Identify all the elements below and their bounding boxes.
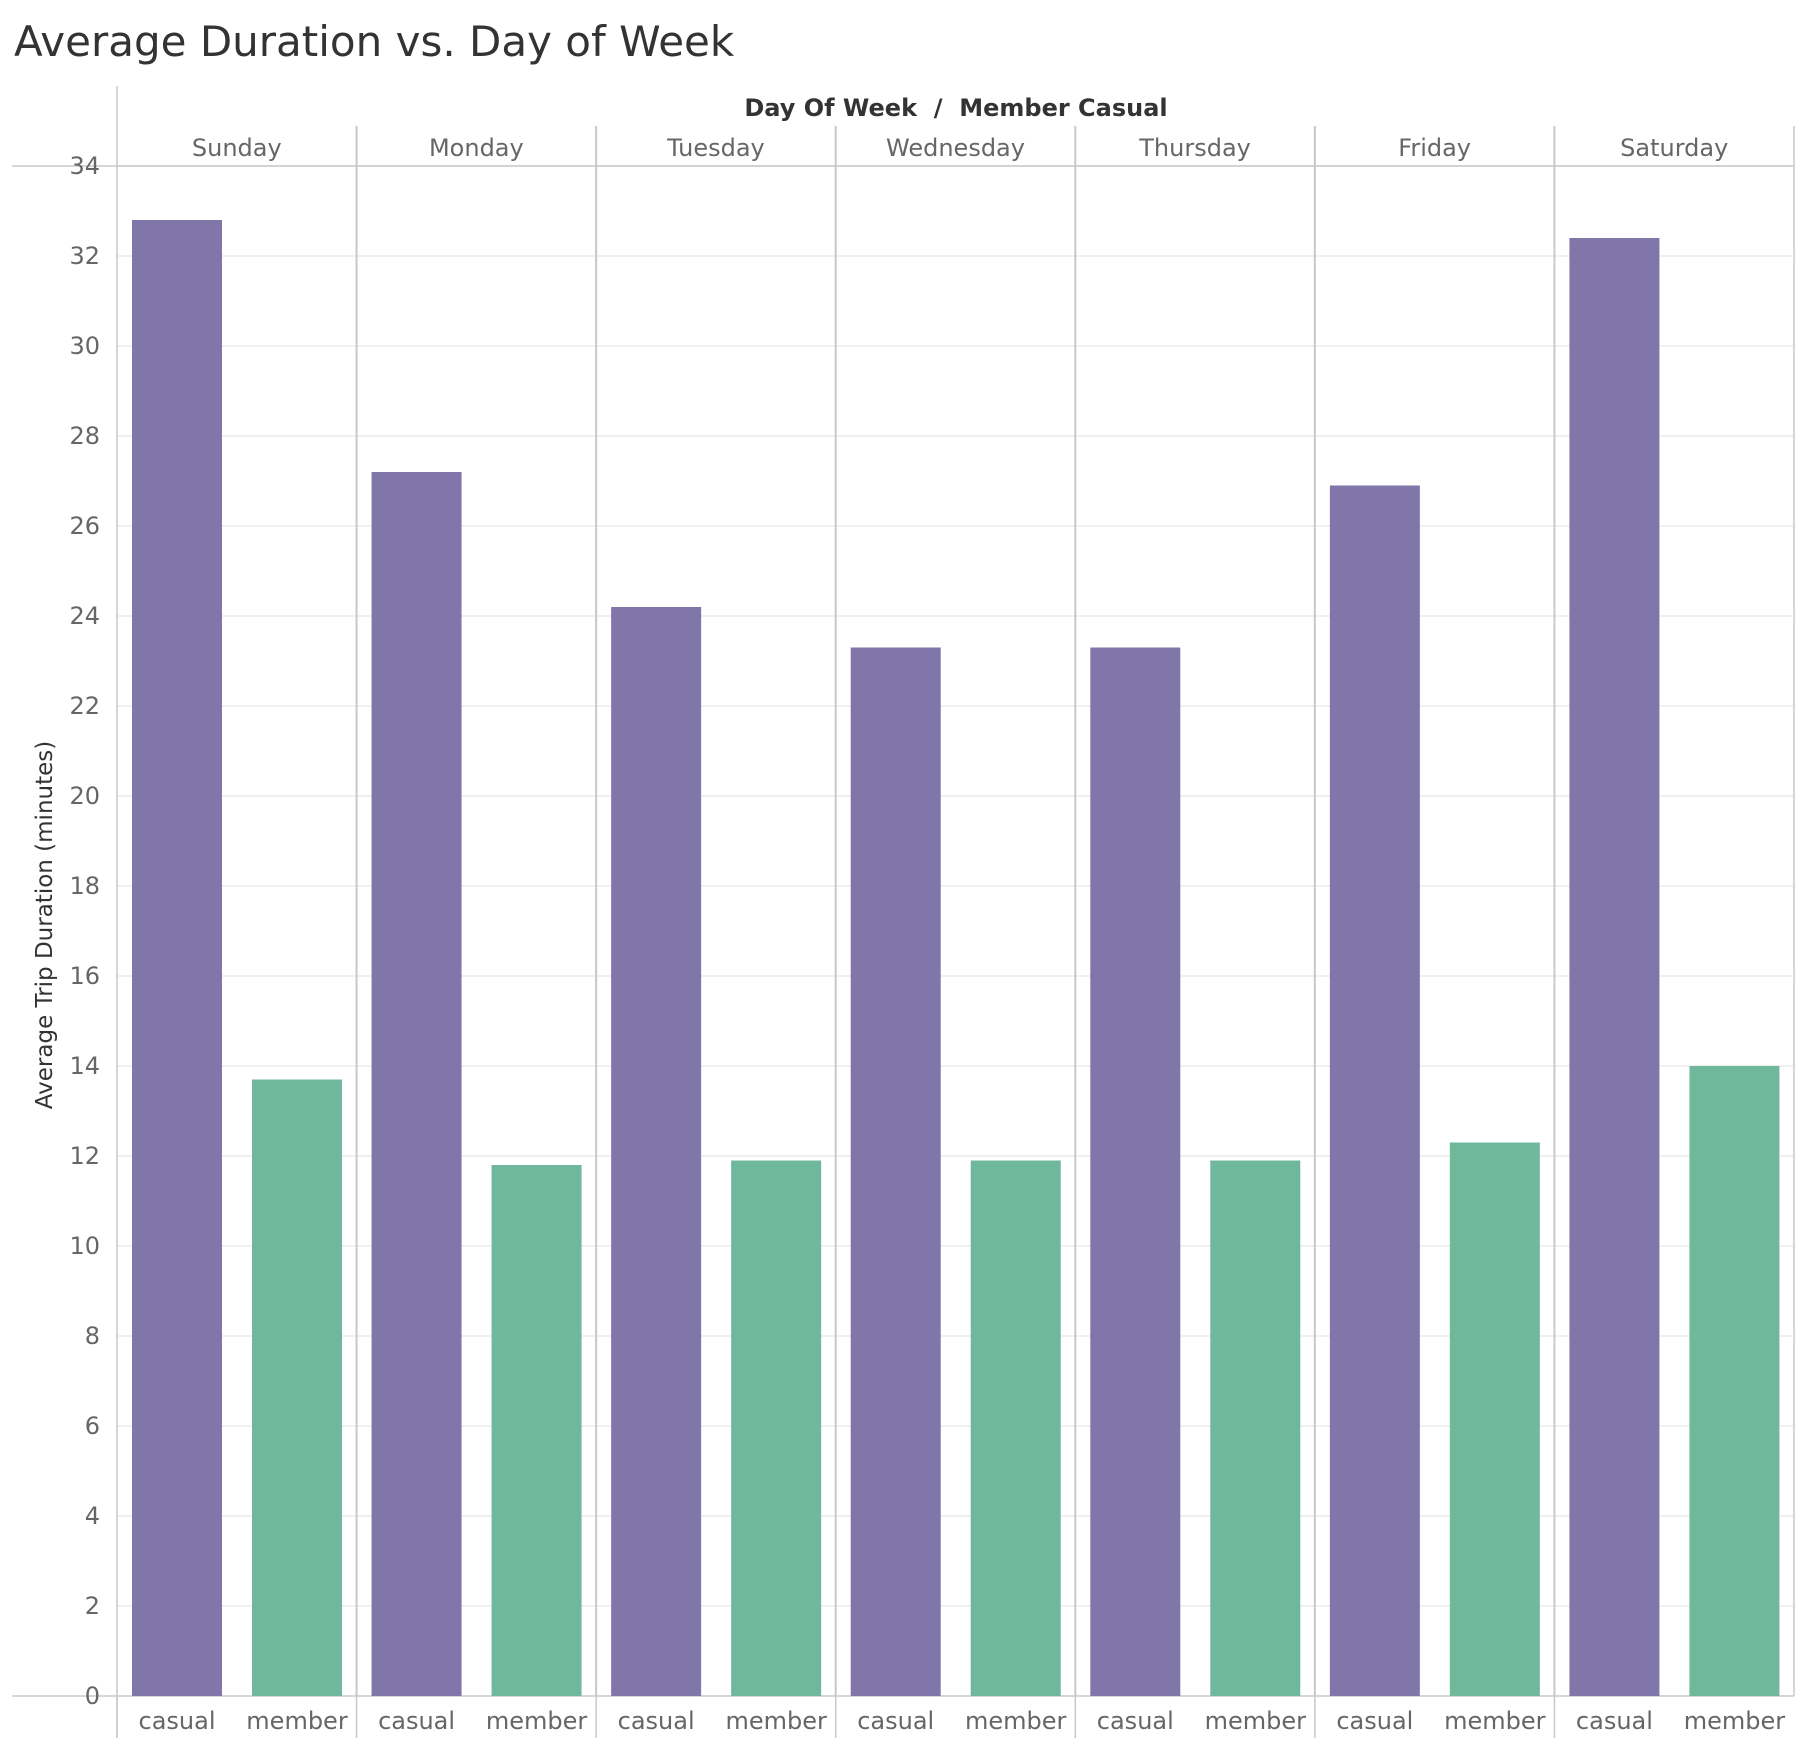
- x-category-label: member: [1684, 1707, 1786, 1735]
- bar-member-friday: [1449, 1142, 1540, 1696]
- y-tick-label: 10: [69, 1232, 100, 1260]
- x-category-label: casual: [618, 1707, 695, 1735]
- day-header-label: Tuesday: [666, 134, 765, 162]
- bar-member-thursday: [1210, 1160, 1301, 1696]
- x-category-label: casual: [1576, 1707, 1653, 1735]
- y-tick-label: 30: [69, 332, 100, 360]
- y-tick-label: 0: [85, 1682, 100, 1710]
- y-tick-label: 34: [69, 152, 100, 180]
- day-header-label: Wednesday: [886, 134, 1025, 162]
- x-category-label: casual: [1336, 1707, 1413, 1735]
- y-tick-label: 22: [69, 692, 100, 720]
- x-category-label: member: [1444, 1707, 1546, 1735]
- y-tick-label: 8: [85, 1322, 100, 1350]
- x-category-label: member: [1205, 1707, 1307, 1735]
- day-header-label: Sunday: [192, 134, 282, 162]
- day-header-label: Friday: [1398, 134, 1471, 162]
- y-tick-label: 4: [85, 1502, 100, 1530]
- bar-member-wednesday: [970, 1160, 1061, 1696]
- bar-casual-monday: [371, 472, 462, 1696]
- x-category-label: member: [246, 1707, 348, 1735]
- y-tick-label: 28: [69, 422, 100, 450]
- gridlines: [117, 165, 1794, 1607]
- x-category-label: casual: [1097, 1707, 1174, 1735]
- bar-casual-wednesday: [850, 647, 941, 1696]
- bar-casual-tuesday: [611, 607, 702, 1696]
- bar-casual-saturday: [1569, 238, 1660, 1696]
- chart-title: Average Duration vs. Day of Week: [14, 17, 735, 66]
- y-tick-label: 20: [69, 782, 100, 810]
- bar-casual-thursday: [1090, 647, 1181, 1696]
- y-tick-label: 12: [69, 1142, 100, 1170]
- day-header-label: Saturday: [1620, 134, 1728, 162]
- x-category-label: casual: [378, 1707, 455, 1735]
- y-tick-label: 26: [69, 512, 100, 540]
- day-header-label: Thursday: [1138, 134, 1251, 162]
- bar-member-sunday: [252, 1079, 342, 1696]
- y-axis-title: Average Trip Duration (minutes): [32, 741, 58, 1109]
- labels: 0246810121416182022242628303234Sundaycas…: [69, 134, 1785, 1735]
- y-tick-label: 18: [69, 872, 100, 900]
- y-tick-label: 24: [69, 602, 100, 630]
- bar-member-tuesday: [731, 1160, 822, 1696]
- y-tick-label: 32: [69, 242, 100, 270]
- bar-casual-friday: [1329, 485, 1420, 1696]
- column-header-title: Day Of Week / Member Casual: [744, 94, 1167, 122]
- bar-casual-sunday: [132, 220, 222, 1696]
- x-category-label: member: [725, 1707, 827, 1735]
- bar-member-monday: [491, 1165, 582, 1696]
- day-header-label: Monday: [429, 134, 524, 162]
- bars: [132, 220, 1780, 1696]
- y-tick-label: 6: [85, 1412, 100, 1440]
- x-category-label: member: [486, 1707, 588, 1735]
- y-tick-label: 16: [69, 962, 100, 990]
- x-category-label: member: [965, 1707, 1067, 1735]
- chart-frame: [12, 86, 1795, 1738]
- bar-member-saturday: [1689, 1066, 1780, 1696]
- y-tick-label: 14: [69, 1052, 100, 1080]
- y-tick-label: 2: [85, 1592, 100, 1620]
- x-category-label: casual: [857, 1707, 934, 1735]
- x-category-label: casual: [139, 1707, 216, 1735]
